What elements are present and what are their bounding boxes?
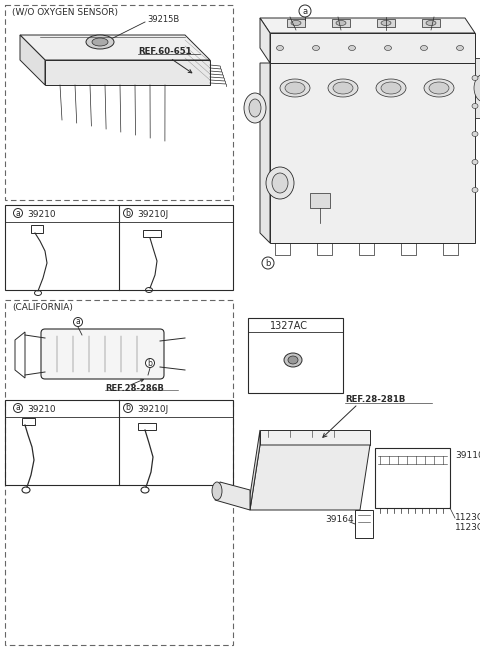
Text: 39215B: 39215B [147,14,179,23]
Polygon shape [20,35,210,60]
Bar [5,5,233,200]
Ellipse shape [472,188,478,192]
Text: b: b [147,359,153,368]
Bar [332,19,350,27]
Ellipse shape [426,20,436,25]
Circle shape [13,209,23,218]
Polygon shape [270,33,475,63]
Text: REF.28-286B: REF.28-286B [105,384,164,393]
Polygon shape [20,35,45,85]
Bar [31,225,43,233]
Polygon shape [250,445,370,510]
Ellipse shape [92,38,108,46]
Text: a: a [16,209,20,218]
Polygon shape [45,60,210,85]
Text: 39210J: 39210J [137,405,168,414]
Text: 1327AC: 1327AC [270,321,308,331]
Ellipse shape [381,20,391,25]
Ellipse shape [312,46,320,50]
Bar [5,400,233,485]
Circle shape [262,257,274,269]
Ellipse shape [291,20,301,25]
Ellipse shape [272,173,288,193]
Ellipse shape [212,482,222,500]
Text: a: a [302,7,308,16]
Circle shape [123,404,132,413]
Ellipse shape [474,74,480,102]
Ellipse shape [276,46,284,50]
Text: REF.28-281B: REF.28-281B [345,395,406,404]
Circle shape [145,359,155,368]
Ellipse shape [244,93,266,123]
Bar [287,19,305,27]
Bar [355,510,373,538]
Text: 39210: 39210 [27,210,56,219]
Text: 39110: 39110 [455,451,480,460]
Polygon shape [215,482,250,510]
Text: REF.60-651: REF.60-651 [138,48,192,57]
Ellipse shape [429,82,449,94]
Circle shape [73,318,83,327]
Ellipse shape [472,76,478,80]
Text: 1123GK: 1123GK [455,523,480,532]
Polygon shape [270,63,475,243]
Ellipse shape [280,79,310,97]
Polygon shape [250,430,260,510]
Circle shape [123,209,132,218]
Ellipse shape [328,79,358,97]
Text: b: b [126,209,131,218]
Text: (CALIFORNIA): (CALIFORNIA) [12,303,73,312]
Ellipse shape [86,35,114,49]
Text: 39210: 39210 [27,405,56,414]
Ellipse shape [336,20,346,25]
Bar [248,318,343,393]
Bar [475,58,480,118]
Ellipse shape [424,79,454,97]
Ellipse shape [472,160,478,164]
Bar [138,423,156,430]
Text: 39210J: 39210J [137,210,168,219]
Bar [422,19,440,27]
Bar [310,193,330,208]
Ellipse shape [456,46,464,50]
Text: a: a [16,404,20,413]
Text: b: b [126,404,131,413]
Polygon shape [260,63,270,243]
FancyBboxPatch shape [41,329,164,379]
Text: a: a [76,318,80,327]
Text: b: b [265,258,271,267]
Bar [375,448,450,508]
Bar [5,205,233,290]
Circle shape [13,404,23,413]
Ellipse shape [472,132,478,136]
Bar [22,418,35,425]
Ellipse shape [288,356,298,364]
Ellipse shape [420,46,428,50]
Ellipse shape [266,167,294,199]
Polygon shape [260,430,370,445]
Ellipse shape [284,353,302,367]
Bar [377,19,395,27]
Text: 1123GA: 1123GA [455,513,480,522]
Ellipse shape [348,46,356,50]
Ellipse shape [285,82,305,94]
Polygon shape [260,18,475,33]
Circle shape [299,5,311,17]
Ellipse shape [376,79,406,97]
Polygon shape [260,18,270,63]
Ellipse shape [249,99,261,117]
Text: (W/O OXYGEN SENSOR): (W/O OXYGEN SENSOR) [12,8,118,17]
Ellipse shape [381,82,401,94]
Bar [143,230,161,237]
Ellipse shape [333,82,353,94]
Bar [5,300,233,645]
Text: 39164: 39164 [325,515,354,524]
Ellipse shape [384,46,392,50]
Ellipse shape [472,104,478,108]
